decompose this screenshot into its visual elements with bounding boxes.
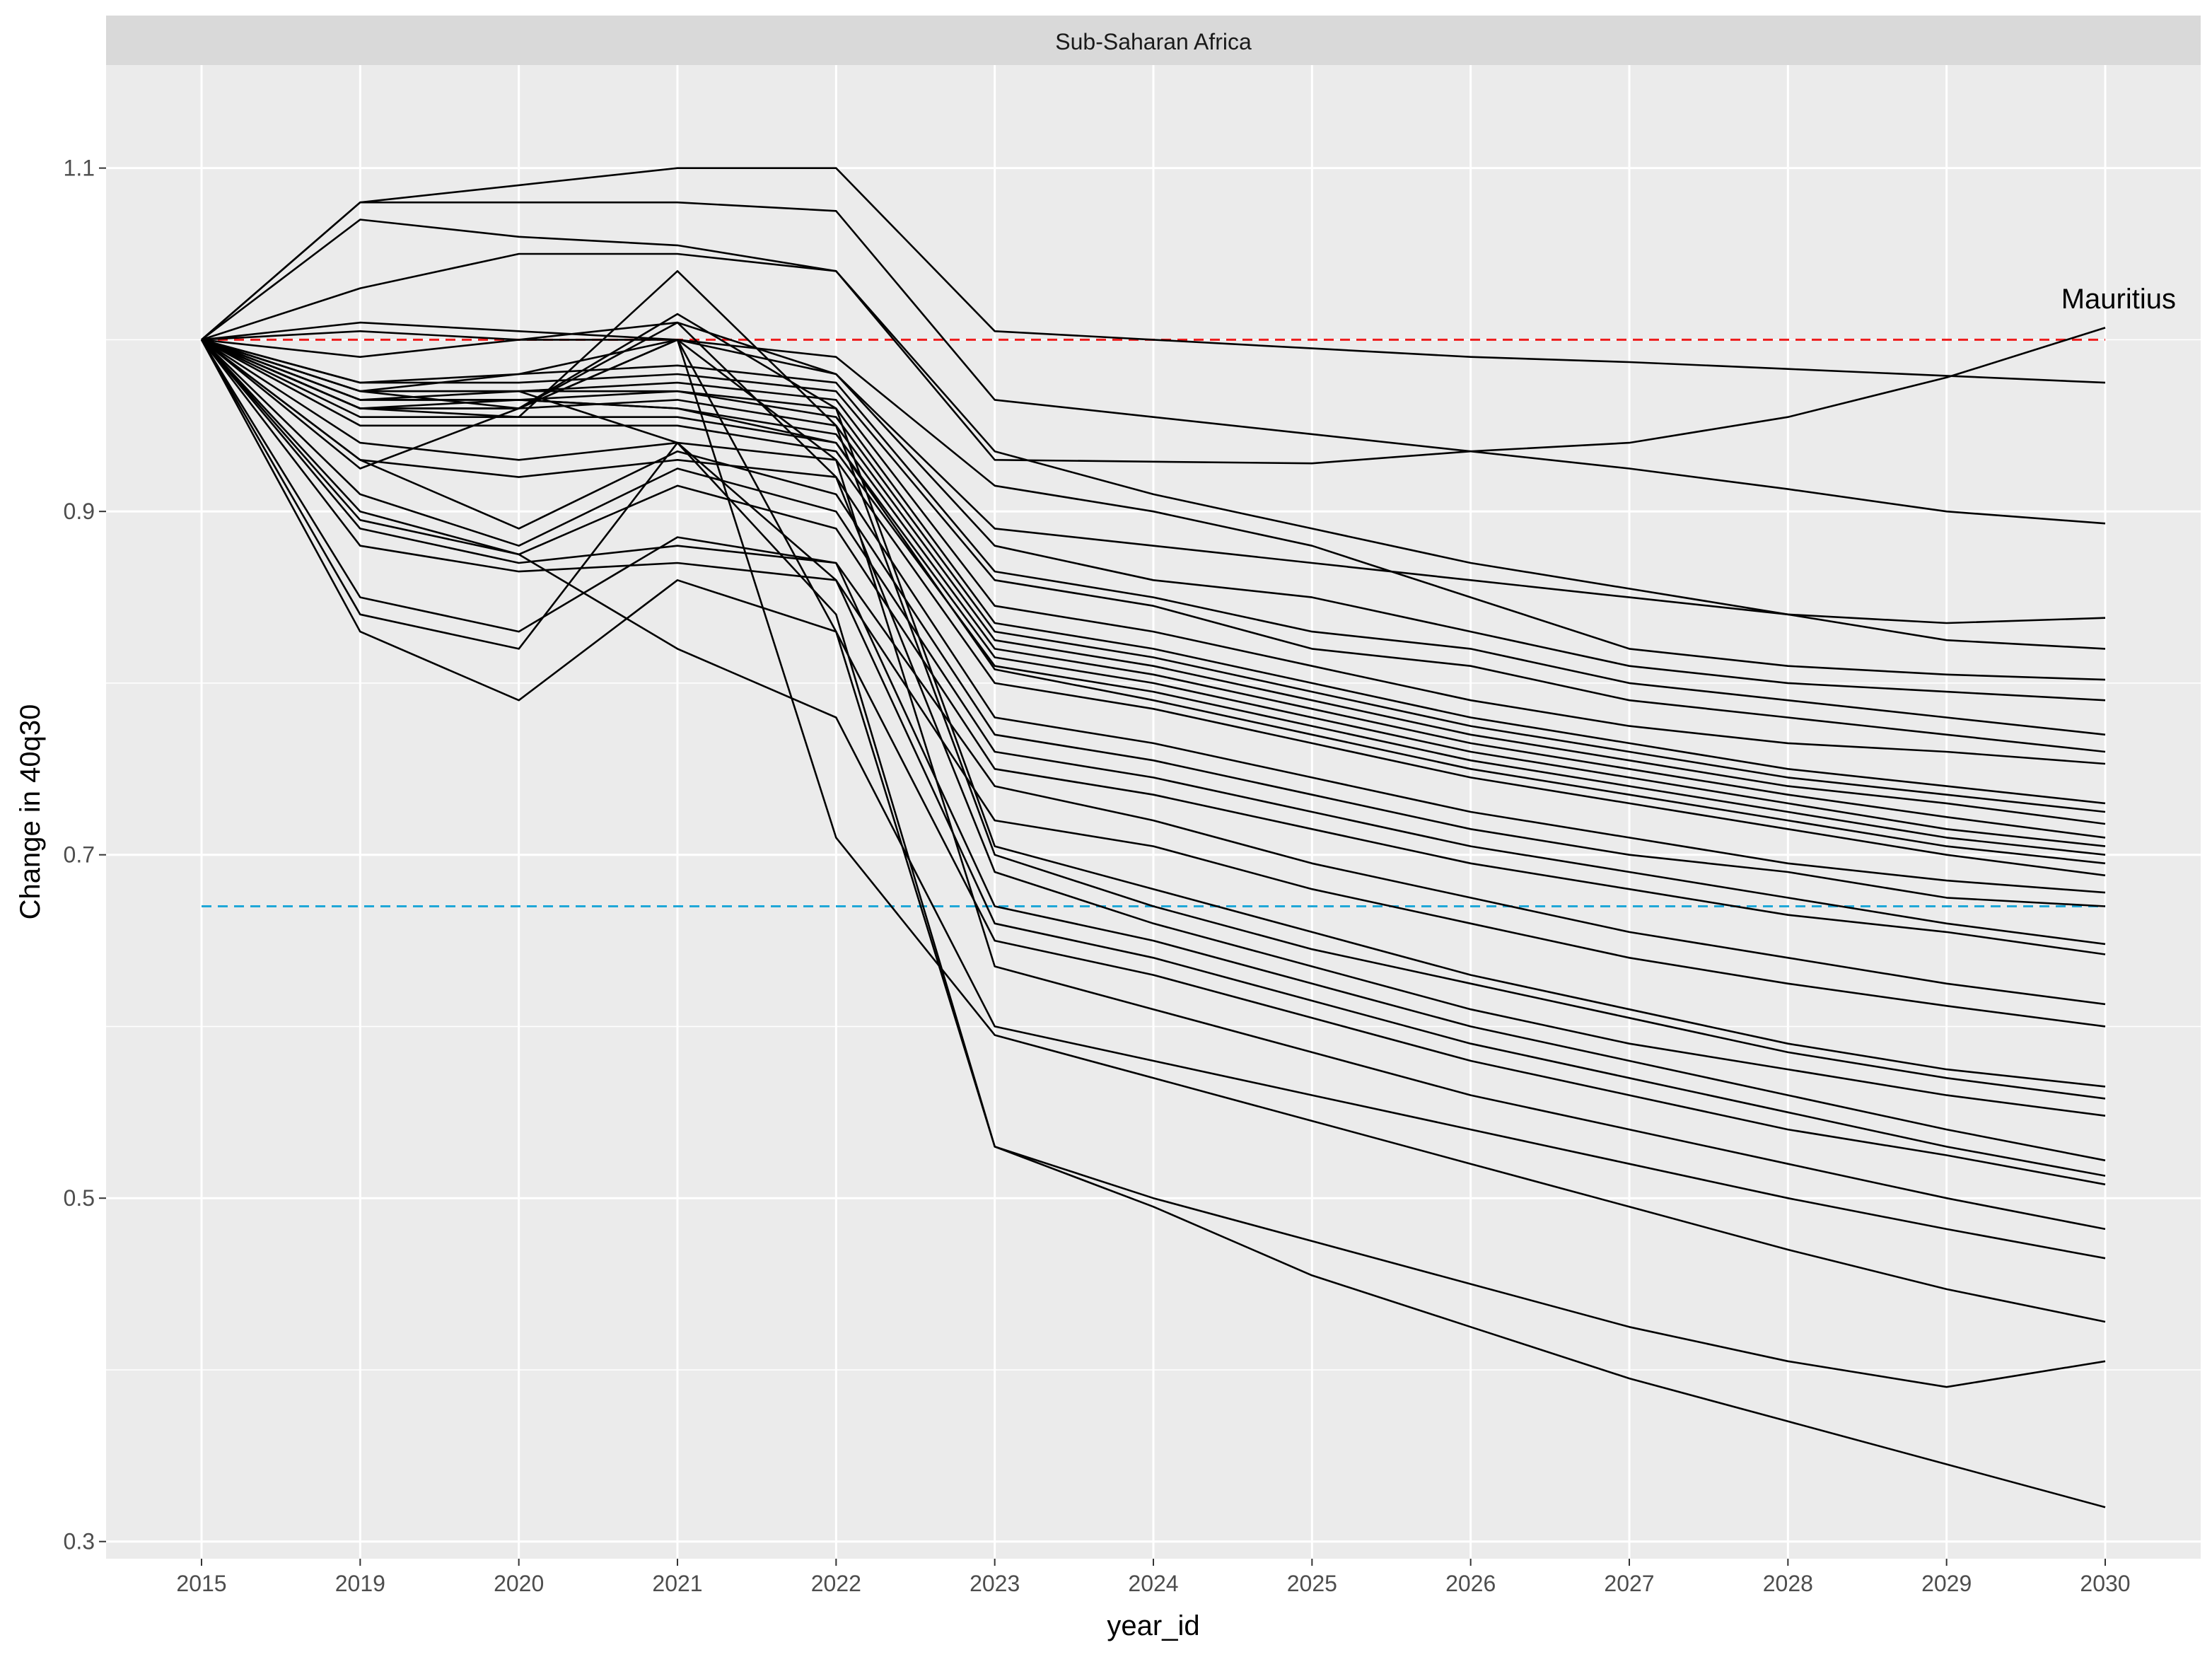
y-axis-title: Change in 40q30 (15, 704, 46, 920)
x-tick-label: 2021 (652, 1571, 702, 1596)
annotation-label: Mauritius (2061, 284, 2176, 315)
series-line-9 (201, 339, 2106, 753)
series-line-16 (201, 339, 2106, 856)
x-axis-title: year_id (1107, 1610, 1199, 1641)
x-tick-label: 2028 (1763, 1571, 1813, 1596)
series-line-23 (201, 339, 2106, 1006)
series-line-30 (200, 339, 2106, 1186)
x-tick-label: 2019 (335, 1571, 385, 1596)
x-tick-label: 2025 (1287, 1571, 1337, 1596)
series-line-32 (201, 339, 2106, 1260)
series-line-29 (200, 339, 2106, 1177)
annotations: Mauritius (2061, 284, 2176, 315)
x-tick-label: 2024 (1128, 1571, 1178, 1596)
series-line-24 (200, 339, 2106, 1028)
series-line-18 (201, 339, 2106, 877)
y-tick-label: 0.5 (64, 1185, 95, 1211)
y-tick-label: 0.9 (64, 499, 95, 524)
y-axis-ticks: 0.3 0.5 0.7 0.9 1.1 (64, 156, 106, 1554)
series-line-20 (201, 339, 2106, 907)
y-tick-label: 0.7 (64, 842, 95, 868)
x-axis-ticks: 2015 2019 2020 2021 2022 2023 2024 2025 2026 2027… (176, 1559, 2131, 1596)
series-line-2 (201, 219, 2106, 465)
x-tick-label: 2027 (1604, 1571, 1654, 1596)
series-line-21 (201, 339, 2106, 946)
x-tick-label: 2020 (494, 1571, 544, 1596)
series-line-1 (201, 167, 2106, 384)
facet-strip-label: Sub-Saharan Africa (1055, 29, 1252, 54)
x-tick-label: 2030 (2080, 1571, 2130, 1596)
x-tick-label: 2015 (176, 1571, 226, 1596)
series-line-26 (201, 269, 2106, 1100)
series-line-28 (200, 339, 2106, 1162)
series-line-33 (201, 339, 2106, 1323)
x-tick-label: 2029 (1921, 1571, 1972, 1596)
x-tick-label: 2023 (970, 1571, 1020, 1596)
series-line-19 (201, 339, 2106, 894)
series-line-17 (201, 339, 2106, 865)
series-line-7 (201, 330, 2106, 702)
y-tick-label: 1.1 (64, 156, 95, 181)
y-tick-label: 0.3 (64, 1529, 95, 1554)
x-tick-label: 2026 (1445, 1571, 1496, 1596)
x-tick-label: 2022 (811, 1571, 861, 1596)
series-line-34 (201, 339, 2106, 1388)
series-lines (200, 167, 2106, 1508)
series-line-3 (201, 201, 2106, 525)
series-line-35 (201, 339, 2106, 1508)
facet-strip (106, 16, 2201, 65)
series-line-5 (201, 321, 2106, 681)
